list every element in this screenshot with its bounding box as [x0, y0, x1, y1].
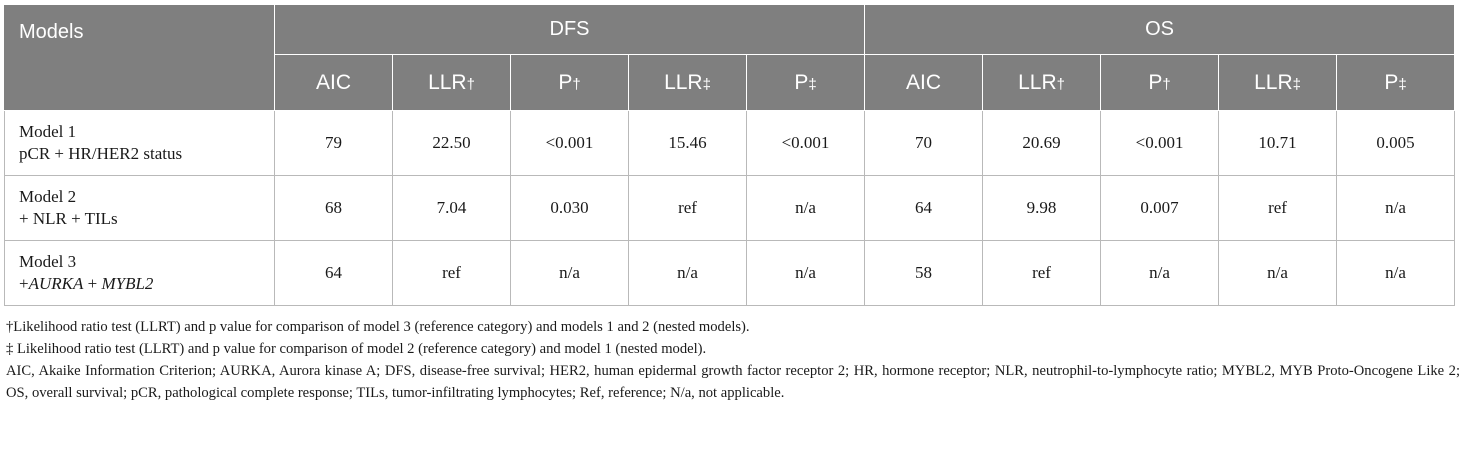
table-figure: Models DFS OS AIC LLR† P† LLR‡ P‡ AIC LL… — [4, 4, 1460, 404]
value-cell: 70 — [864, 110, 984, 176]
header-row-groups: Models DFS OS — [4, 4, 1456, 111]
value-cell: n/a — [510, 240, 629, 306]
value-cell: <0.001 — [1100, 110, 1220, 176]
model-cell: Model 1 pCR + HR/HER2 status — [4, 110, 275, 176]
value-cell: 0.005 — [1336, 110, 1456, 176]
table-row: Model 2 + NLR + TILs 68 7.04 0.030 ref n/… — [4, 175, 1456, 241]
metric-header: LLR‡ — [1218, 54, 1338, 111]
value-cell: 58 — [864, 240, 984, 306]
value-cell: n/a — [745, 240, 866, 306]
value-cell: 0.030 — [510, 175, 629, 241]
table-row: Model 1 pCR + HR/HER2 status 79 22.50 <0.… — [4, 110, 1456, 176]
value-cell: 64 — [274, 240, 393, 306]
value-cell: 20.69 — [982, 110, 1102, 176]
table-footnotes: †Likelihood ratio test (LLRT) and p valu… — [4, 316, 1460, 404]
metric-header: P‡ — [1336, 54, 1456, 111]
footnote-double-dagger: ‡ Likelihood ratio test (LLRT) and p val… — [6, 341, 707, 357]
metric-header: P† — [1100, 54, 1220, 111]
metric-header: P‡ — [745, 54, 866, 111]
value-cell: ref — [628, 175, 747, 241]
table-row: Model 3 +AURKA + MYBL2 64 ref n/a n/a n/a… — [4, 240, 1456, 306]
value-cell: 64 — [864, 175, 984, 241]
value-cell: <0.001 — [510, 110, 629, 176]
metric-header: AIC — [274, 54, 393, 111]
value-cell: n/a — [1336, 175, 1456, 241]
value-cell: 22.50 — [392, 110, 511, 176]
value-cell: n/a — [1336, 240, 1456, 306]
value-cell: 7.04 — [392, 175, 511, 241]
value-cell: <0.001 — [745, 110, 866, 176]
value-cell: ref — [392, 240, 511, 306]
value-cell: 10.71 — [1218, 110, 1338, 176]
value-cell: ref — [1218, 175, 1338, 241]
value-cell: 79 — [274, 110, 393, 176]
value-cell: 68 — [274, 175, 393, 241]
value-cell: 9.98 — [982, 175, 1102, 241]
dfs-group-header: DFS — [273, 4, 866, 55]
value-cell: n/a — [1218, 240, 1338, 306]
model-comparison-table: Models DFS OS AIC LLR† P† LLR‡ P‡ AIC LL… — [4, 4, 1456, 306]
footnote-abbreviations: AIC, Akaike Information Criterion; AURKA… — [6, 363, 1460, 401]
model-cell: Model 2 + NLR + TILs — [4, 175, 275, 241]
models-column-header: Models — [4, 4, 275, 111]
value-cell: n/a — [745, 175, 866, 241]
os-group-header: OS — [864, 4, 1456, 55]
metric-header: LLR‡ — [628, 54, 747, 111]
value-cell: n/a — [1100, 240, 1220, 306]
header-row-metrics: AIC LLR† P† LLR‡ P‡ AIC LLR† P† LLR‡ P‡ — [5, 54, 1456, 111]
value-cell: ref — [982, 240, 1102, 306]
model-cell: Model 3 +AURKA + MYBL2 — [4, 240, 275, 306]
metric-header: LLR† — [392, 54, 511, 111]
value-cell: 15.46 — [628, 110, 747, 176]
metric-header: P† — [510, 54, 629, 111]
metric-header: AIC — [864, 54, 984, 111]
footnote-dagger: †Likelihood ratio test (LLRT) and p valu… — [6, 319, 750, 335]
value-cell: n/a — [628, 240, 747, 306]
metric-header: LLR† — [982, 54, 1102, 111]
value-cell: 0.007 — [1100, 175, 1220, 241]
